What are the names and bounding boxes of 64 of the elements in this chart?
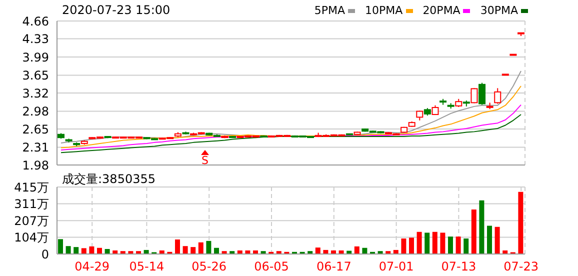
x-tick-label: 07-23: [504, 260, 539, 274]
x-tick-label: 04-29: [74, 260, 110, 274]
line-series: [60, 114, 522, 154]
y-tick-label: 3.99: [22, 50, 49, 64]
candlestick: [478, 82, 486, 106]
bar: [494, 226, 500, 254]
bar: [89, 246, 94, 254]
bar: [182, 246, 188, 254]
bar: [104, 248, 110, 254]
bar: [471, 209, 476, 254]
bar: [409, 238, 414, 254]
bar: [424, 232, 430, 254]
bar: [401, 238, 406, 254]
y-tick-label: 311万: [14, 197, 49, 212]
bar: [58, 239, 63, 254]
annotation: S: [202, 154, 208, 167]
line-series: [60, 70, 522, 144]
bar: [440, 232, 446, 254]
y-tick-label: 3.65: [22, 68, 49, 83]
candlestick: [416, 110, 424, 121]
bar: [81, 248, 86, 254]
bar: [487, 226, 492, 254]
bar: [206, 240, 212, 254]
y-tick-label: 1.98: [22, 158, 49, 172]
x-tick-label: 05-26: [192, 260, 227, 274]
bar: [456, 236, 461, 254]
chart-title: 成交量:3850355: [62, 171, 156, 188]
bar: [198, 242, 204, 254]
candlestick: [494, 88, 502, 104]
line-series: [60, 104, 522, 150]
bar: [479, 200, 484, 254]
bar: [66, 246, 71, 254]
bar: [175, 239, 180, 254]
y-tick-label: 104万: [14, 230, 49, 244]
bar: [518, 192, 524, 254]
chart-title: 2020-07-23 15:00: [62, 3, 170, 17]
bar: [416, 232, 422, 254]
legend-label: 10PMA: [365, 4, 403, 17]
y-tick-label: 3.32: [22, 86, 49, 100]
x-tick-label: 06-05: [254, 260, 289, 274]
line-series: [60, 86, 522, 148]
legend-label: 20PMA: [422, 4, 460, 17]
bar: [448, 236, 453, 254]
y-tick-label: 415万: [14, 180, 49, 194]
y-tick-label: 2.98: [22, 104, 49, 119]
bar: [432, 232, 438, 254]
x-tick-label: 05-14: [129, 260, 164, 274]
y-tick-label: 0: [41, 247, 49, 262]
legend-label: 30PMA: [480, 4, 518, 17]
y-tick-label: 2.31: [22, 140, 49, 155]
x-tick-label: 07-13: [441, 260, 476, 274]
y-tick-label: 4.66: [22, 14, 49, 28]
bar: [315, 248, 320, 254]
y-tick-label: 2.65: [22, 122, 49, 136]
bar: [74, 247, 79, 254]
x-tick-label: 06-17: [316, 260, 352, 274]
y-tick-label: 4.33: [22, 32, 49, 46]
y-tick-label: 207万: [14, 214, 49, 228]
bar: [464, 238, 469, 254]
x-tick-label: 07-01: [378, 260, 414, 274]
bar: [354, 246, 360, 254]
candlestick: [470, 88, 478, 104]
legend-label: 5PMA: [314, 4, 346, 17]
bar: [190, 247, 196, 254]
